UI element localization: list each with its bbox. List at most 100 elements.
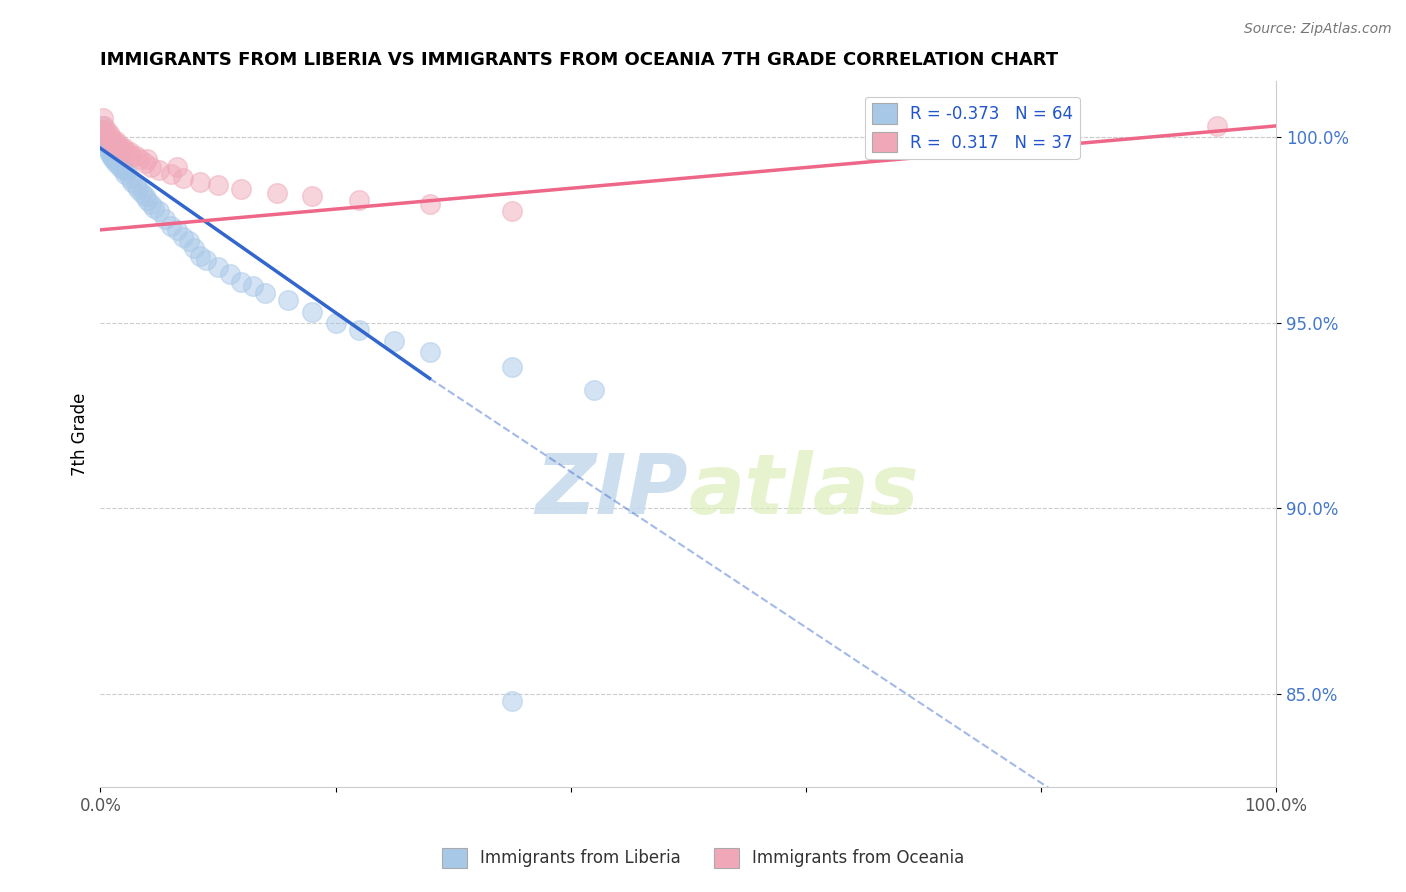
Point — [419, 197, 441, 211]
Point — [501, 204, 523, 219]
Point — [124, 178, 146, 193]
Point — [108, 141, 131, 155]
Point — [104, 156, 127, 170]
Point — [301, 189, 323, 203]
Point — [105, 153, 128, 167]
Point — [325, 316, 347, 330]
Point — [166, 223, 188, 237]
Point — [107, 148, 129, 162]
Point — [97, 126, 120, 140]
Point — [166, 160, 188, 174]
Point — [136, 193, 159, 207]
Text: atlas: atlas — [688, 450, 920, 531]
Point — [160, 167, 183, 181]
Point — [253, 285, 276, 300]
Point — [183, 242, 205, 256]
Point — [114, 167, 136, 181]
Point — [96, 130, 118, 145]
Point — [93, 119, 115, 133]
Point — [100, 130, 122, 145]
Point — [134, 189, 156, 203]
Point — [117, 145, 139, 159]
Point — [100, 141, 122, 155]
Point — [101, 137, 124, 152]
Point — [172, 170, 194, 185]
Legend: Immigrants from Liberia, Immigrants from Oceania: Immigrants from Liberia, Immigrants from… — [434, 841, 972, 875]
Point — [148, 163, 170, 178]
Point — [118, 170, 141, 185]
Point — [118, 145, 141, 159]
Point — [207, 260, 229, 274]
Point — [188, 175, 211, 189]
Point — [148, 204, 170, 219]
Point — [103, 153, 125, 167]
Point — [382, 334, 405, 349]
Point — [266, 186, 288, 200]
Point — [207, 178, 229, 193]
Point — [143, 201, 166, 215]
Point — [97, 145, 120, 159]
Point — [347, 193, 370, 207]
Text: Source: ZipAtlas.com: Source: ZipAtlas.com — [1244, 22, 1392, 37]
Point — [107, 156, 129, 170]
Point — [110, 141, 132, 155]
Point — [94, 134, 117, 148]
Point — [91, 126, 114, 140]
Point — [112, 160, 135, 174]
Point — [153, 211, 176, 226]
Point — [129, 153, 152, 167]
Point — [1206, 119, 1229, 133]
Point — [218, 268, 240, 282]
Point — [188, 249, 211, 263]
Point — [277, 293, 299, 308]
Point — [301, 304, 323, 318]
Point — [583, 383, 606, 397]
Text: IMMIGRANTS FROM LIBERIA VS IMMIGRANTS FROM OCEANIA 7TH GRADE CORRELATION CHART: IMMIGRANTS FROM LIBERIA VS IMMIGRANTS FR… — [100, 51, 1059, 69]
Point — [134, 156, 156, 170]
Point — [112, 141, 135, 155]
Point — [90, 122, 112, 136]
Point — [98, 137, 121, 152]
Point — [501, 360, 523, 375]
Point — [120, 148, 142, 162]
Point — [195, 252, 218, 267]
Point — [110, 160, 132, 174]
Point — [104, 148, 127, 162]
Point — [96, 130, 118, 145]
Point — [93, 130, 115, 145]
Point — [98, 145, 121, 159]
Point — [96, 122, 118, 136]
Y-axis label: 7th Grade: 7th Grade — [72, 392, 89, 475]
Point — [127, 182, 149, 196]
Point — [136, 153, 159, 167]
Point — [347, 323, 370, 337]
Point — [131, 186, 153, 200]
Point — [103, 153, 125, 167]
Point — [172, 230, 194, 244]
Point — [103, 145, 125, 159]
Point — [231, 275, 253, 289]
Point — [103, 137, 125, 152]
Point — [100, 148, 122, 162]
Point — [177, 234, 200, 248]
Point — [103, 134, 125, 148]
Point — [115, 163, 138, 178]
Point — [98, 134, 121, 148]
Point — [101, 141, 124, 155]
Point — [90, 119, 112, 133]
Point — [124, 148, 146, 162]
Point — [231, 182, 253, 196]
Point — [107, 137, 129, 152]
Point — [97, 141, 120, 155]
Point — [110, 160, 132, 174]
Point — [101, 148, 124, 162]
Point — [139, 160, 162, 174]
Point — [96, 134, 118, 148]
Point — [121, 175, 143, 189]
Point — [419, 345, 441, 359]
Point — [501, 694, 523, 708]
Point — [139, 197, 162, 211]
Text: ZIP: ZIP — [536, 450, 688, 531]
Point — [111, 163, 134, 178]
Point — [96, 137, 118, 152]
